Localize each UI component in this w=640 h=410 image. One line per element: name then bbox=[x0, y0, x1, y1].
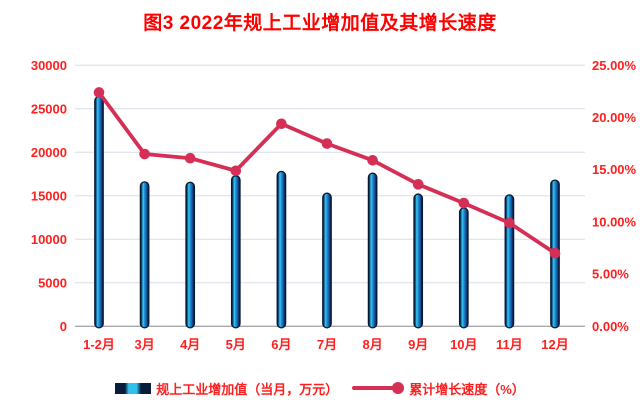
line-marker-9月 bbox=[412, 179, 424, 190]
bar-10月 bbox=[458, 207, 469, 329]
line-marker-7月 bbox=[321, 138, 333, 149]
left-axis-tick-label: 30000 bbox=[31, 58, 67, 73]
bar-1-2月 bbox=[94, 95, 104, 329]
left-axis-tick-label: 10000 bbox=[31, 232, 67, 247]
line-marker-5月 bbox=[230, 165, 242, 177]
bar-7月 bbox=[322, 192, 332, 329]
right-axis-tick-label: 5.00% bbox=[592, 267, 629, 282]
line-series bbox=[93, 87, 561, 259]
x-axis-category-label: 4月 bbox=[180, 337, 200, 352]
bar-8月 bbox=[367, 172, 378, 329]
x-axis-category-label: 1-2月 bbox=[83, 337, 115, 352]
line-marker-1-2月 bbox=[93, 87, 105, 98]
bar-9月 bbox=[413, 193, 424, 329]
bar-5月 bbox=[230, 175, 241, 329]
bar-11月 bbox=[504, 194, 515, 329]
left-axis-tick-label: 15000 bbox=[31, 188, 67, 203]
line-marker-3月 bbox=[139, 148, 150, 160]
line-marker-12月 bbox=[549, 247, 561, 259]
x-axis-category-label: 8月 bbox=[362, 337, 382, 352]
line-marker-11月 bbox=[504, 217, 515, 229]
right-axis-tick-label: 15.00% bbox=[592, 162, 637, 177]
line-marker-8月 bbox=[367, 155, 378, 166]
x-axis-category-label: 10月 bbox=[450, 337, 477, 352]
axis-labels: 0 5000 10000 15000 20000 25000 30000 0.00% 5.00%… bbox=[31, 58, 637, 352]
bar-6月 bbox=[276, 170, 287, 329]
line-series-label: 累计增长速度（%） bbox=[409, 381, 525, 397]
bar-series-swatch-icon bbox=[115, 382, 152, 394]
left-axis-tick-label: 5000 bbox=[38, 275, 67, 290]
legend-item-line: 累计增长速度（%） bbox=[352, 379, 525, 398]
legend-item-bars: 规上工业增加值（当月，万元） bbox=[115, 379, 338, 398]
left-axis-tick-label: 25000 bbox=[31, 101, 67, 116]
left-axis-tick-label: 20000 bbox=[31, 145, 67, 160]
bar-4月 bbox=[185, 181, 196, 329]
right-axis-tick-label: 20.00% bbox=[592, 110, 637, 125]
bar-series-label: 规上工业增加值（当月，万元） bbox=[156, 381, 339, 397]
x-axis-category-label: 12月 bbox=[541, 337, 568, 352]
line-series-swatch-icon bbox=[352, 381, 405, 395]
x-axis-category-label: 9月 bbox=[408, 337, 428, 352]
x-axis-category-label: 11月 bbox=[496, 337, 523, 352]
x-axis-category-label: 7月 bbox=[317, 337, 337, 352]
right-axis-tick-label: 25.00% bbox=[592, 58, 637, 73]
x-axis-category-label: 3月 bbox=[134, 337, 154, 352]
bar-series bbox=[94, 95, 560, 329]
x-axis-category-label: 6月 bbox=[271, 337, 291, 352]
line-marker-6月 bbox=[276, 118, 287, 130]
line-marker-4月 bbox=[184, 152, 196, 164]
right-axis-tick-label: 10.00% bbox=[592, 214, 637, 229]
x-axis-category-label: 5月 bbox=[226, 337, 246, 352]
bar-3月 bbox=[139, 181, 150, 329]
left-axis-tick-label: 0 bbox=[60, 319, 67, 334]
legend: 规上工业增加值（当月，万元） 累计增长速度（%） bbox=[0, 376, 640, 400]
chart-title: 图3 2022年规上工业增加值及其增长速度 bbox=[143, 13, 497, 34]
line-marker-10月 bbox=[458, 197, 470, 209]
right-axis-tick-label: 0.00% bbox=[592, 319, 629, 334]
